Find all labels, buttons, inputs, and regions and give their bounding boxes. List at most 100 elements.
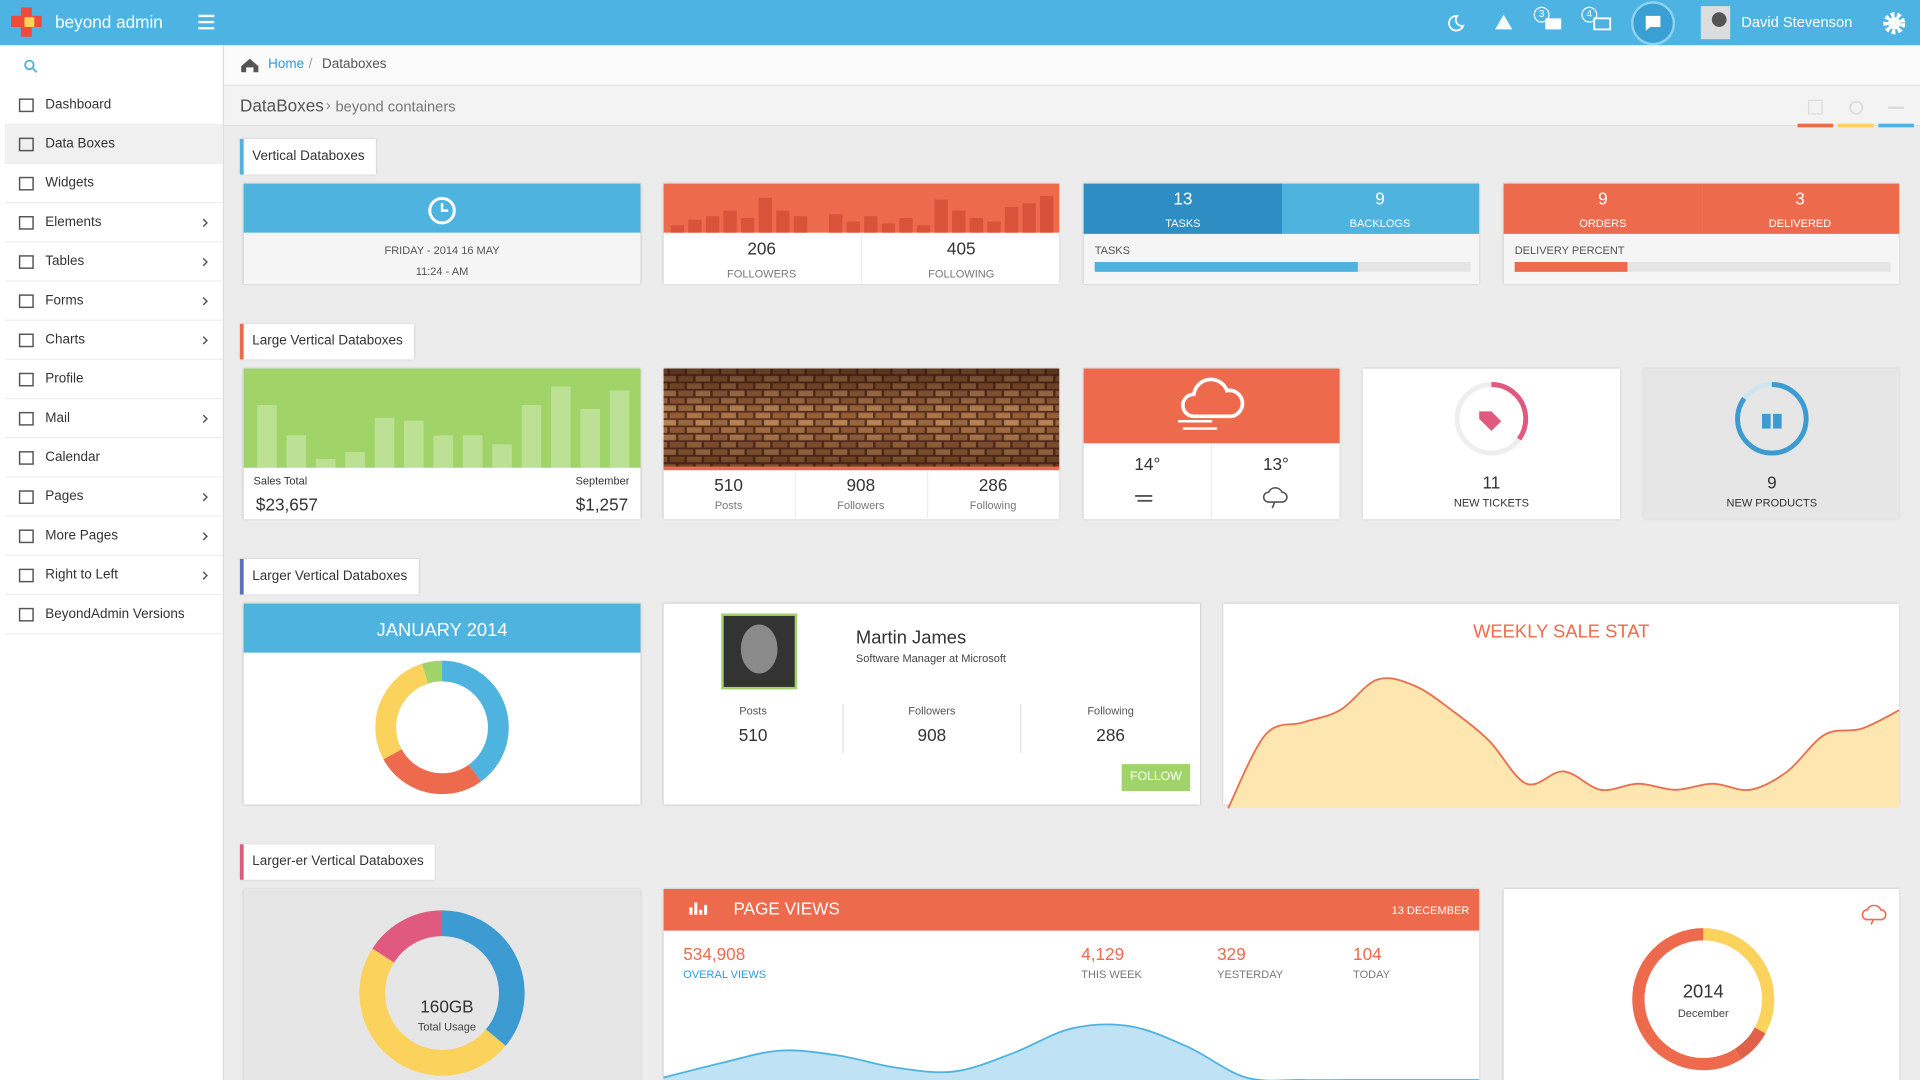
- header-tool-line: [1797, 123, 1834, 128]
- progress-fill: [1514, 262, 1628, 272]
- menu-icon: [18, 529, 34, 544]
- spark-bar: [670, 225, 685, 233]
- menu-item[interactable]: [4, 556, 223, 596]
- menu-label[interactable]: Elements: [45, 214, 102, 230]
- divider: [1020, 704, 1022, 754]
- menu-label[interactable]: Right to Left: [45, 567, 118, 583]
- menu-label[interactable]: Mail: [45, 410, 71, 426]
- divider: [926, 470, 929, 520]
- menu-icon: [18, 137, 34, 152]
- spark-bar: [828, 214, 843, 233]
- donut-segment: [375, 660, 509, 795]
- search-icon: [32, 67, 38, 73]
- submenu-arrow: [202, 414, 208, 423]
- databox-top: [1282, 183, 1480, 234]
- menu-item[interactable]: [4, 478, 223, 517]
- chart-bar: [404, 420, 424, 468]
- menu-item[interactable]: [4, 517, 223, 556]
- submenu-arrow: [202, 218, 208, 228]
- breadcrumb-home[interactable]: Home: [268, 56, 305, 72]
- menu-label[interactable]: Data Boxes: [45, 136, 115, 152]
- menu-label[interactable]: Pages: [45, 489, 84, 504]
- ring-progress: [1454, 382, 1529, 456]
- chart-icon: [694, 902, 698, 915]
- menu-label[interactable]: More Pages: [45, 528, 118, 544]
- menu-icon: [18, 294, 34, 309]
- wind-icon: [1135, 495, 1153, 502]
- chart-icon: [704, 904, 708, 915]
- menu-item[interactable]: [4, 124, 223, 165]
- menu-item[interactable]: [4, 242, 223, 282]
- mail-icon: [1545, 18, 1562, 30]
- refresh-icon: [1849, 100, 1864, 115]
- spark-bar: [1022, 203, 1036, 233]
- breadcrumb-bar: [224, 45, 1920, 86]
- menu-item[interactable]: [4, 282, 223, 321]
- tasks-icon: [1593, 17, 1612, 31]
- donut-segment: [375, 660, 509, 795]
- spark-bar: [899, 217, 913, 233]
- follow-button[interactable]: [1121, 764, 1191, 792]
- menu-item[interactable]: [4, 360, 223, 400]
- ring-progress: [1735, 382, 1809, 456]
- databox: [1503, 888, 1900, 1080]
- menu-label[interactable]: Charts: [45, 332, 85, 348]
- spark-bar: [705, 216, 720, 233]
- photo-shade: [663, 368, 1060, 468]
- spark-bar: [1004, 206, 1019, 233]
- menu-item[interactable]: [4, 86, 223, 125]
- donut-segment: [359, 910, 525, 1076]
- menu-label[interactable]: Tables: [45, 254, 85, 269]
- menu-label[interactable]: Calendar: [45, 450, 100, 465]
- moon-icon: [1448, 14, 1465, 32]
- databox-top: [1503, 183, 1703, 234]
- databox-top: [1702, 183, 1900, 234]
- badge: [1581, 6, 1598, 23]
- chat-icon: [1645, 15, 1661, 31]
- spark-bar: [969, 217, 984, 233]
- divider: [1211, 443, 1213, 520]
- tag-icon: [1479, 411, 1502, 432]
- spark-bar: [916, 225, 931, 233]
- area-line: [1227, 677, 1900, 809]
- chart-bar: [462, 435, 483, 468]
- donut-segment: [375, 660, 509, 795]
- chart-bar: [609, 390, 630, 468]
- spark-bar: [688, 219, 702, 233]
- menu-icon: [18, 451, 34, 465]
- menu-icon: [18, 176, 34, 191]
- menu-icon: [18, 607, 34, 622]
- page-header: [224, 85, 1920, 127]
- menu-item[interactable]: [4, 438, 223, 478]
- spark-bar: [793, 216, 808, 233]
- menu-label[interactable]: Profile: [45, 371, 84, 387]
- menu-item[interactable]: [4, 399, 223, 439]
- header-tool-line: [1837, 123, 1874, 128]
- spark-bar: [758, 197, 772, 233]
- menu-label[interactable]: Forms: [45, 293, 84, 308]
- divider: [860, 232, 863, 285]
- settings-icon: [1883, 12, 1906, 35]
- rain-icon: [1262, 487, 1288, 509]
- weather-icon: [1861, 904, 1887, 925]
- menu-icon: [18, 255, 34, 269]
- settings-icon: [1888, 17, 1901, 30]
- menu-label[interactable]: Widgets: [45, 175, 94, 191]
- menu-icon: [18, 98, 34, 113]
- menu-item[interactable]: [4, 164, 223, 204]
- menu-label[interactable]: BeyondAdmin Versions: [45, 606, 185, 622]
- menu-item[interactable]: [4, 321, 223, 360]
- area-fill: [663, 1024, 1305, 1080]
- avatar: [1711, 12, 1727, 27]
- menu-item[interactable]: [4, 595, 223, 635]
- menu-item[interactable]: [4, 203, 223, 243]
- chart-bar: [286, 435, 307, 468]
- badge: [1533, 6, 1550, 23]
- menu-icon: [18, 490, 34, 505]
- top-bar: [0, 0, 1920, 46]
- chart-bar: [374, 417, 395, 468]
- search-icon: [24, 59, 35, 71]
- chart-icon: [699, 909, 703, 915]
- menu-label[interactable]: Dashboard: [45, 97, 112, 113]
- menu-icon: [18, 216, 34, 230]
